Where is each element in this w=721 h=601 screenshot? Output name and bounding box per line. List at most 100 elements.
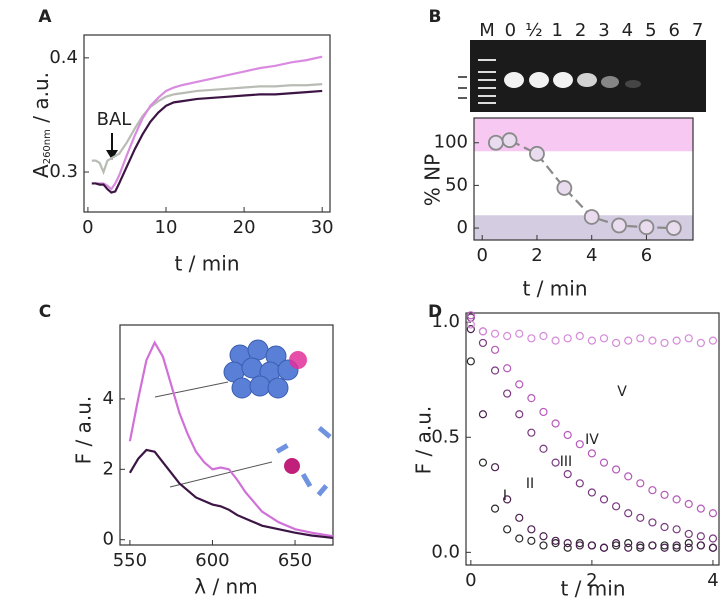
lane-label: 7 xyxy=(692,20,703,41)
lane-label: M xyxy=(479,20,495,41)
data-point xyxy=(684,539,693,548)
data-point xyxy=(672,525,681,534)
x-tick-label: 2 xyxy=(586,570,597,591)
data-line xyxy=(91,55,323,191)
x-tick-label: 30 xyxy=(311,217,334,238)
x-axis-label: t / min xyxy=(522,277,587,301)
data-point xyxy=(539,532,548,541)
data-point xyxy=(587,449,596,458)
data-point xyxy=(648,518,657,527)
data-point xyxy=(624,509,633,518)
y-axis-label: A260nm / a.u. xyxy=(29,72,54,178)
data-point xyxy=(599,334,609,343)
y-axis-label-sub: 260nm xyxy=(42,129,53,164)
data-point xyxy=(503,331,512,341)
x-tick-label: 650 xyxy=(278,550,312,571)
data-point xyxy=(684,529,693,539)
data-point xyxy=(478,410,488,419)
data-point xyxy=(708,534,718,543)
data-point xyxy=(551,539,560,548)
data-point xyxy=(672,543,681,552)
data-point xyxy=(539,407,548,417)
data-point xyxy=(636,543,645,552)
data-point xyxy=(648,486,657,495)
data-line xyxy=(128,340,334,538)
data-point xyxy=(672,495,681,504)
data-point xyxy=(575,331,584,341)
y-tick-label: 2 xyxy=(103,458,114,479)
y-tick-label: 50 xyxy=(445,174,468,195)
data-point xyxy=(708,509,718,518)
data-point xyxy=(575,541,584,550)
lane-label: ½ xyxy=(525,20,542,41)
data-point xyxy=(636,479,645,488)
data-point xyxy=(478,458,488,467)
panel-label: D xyxy=(428,302,442,322)
data-point xyxy=(660,490,669,499)
data-point xyxy=(575,479,584,488)
data-point xyxy=(672,541,681,550)
data-point xyxy=(624,539,633,548)
data-point xyxy=(636,334,645,343)
data-point xyxy=(551,536,560,545)
plot-frame xyxy=(473,117,694,241)
data-point xyxy=(556,180,573,196)
y-axis-label: F / a.u. xyxy=(72,396,96,465)
data-point xyxy=(599,543,609,552)
data-point xyxy=(551,336,560,345)
data-point xyxy=(708,336,718,345)
y-tick-label: 100 xyxy=(434,132,468,153)
x-axis-label: t / min xyxy=(560,577,625,601)
data-point xyxy=(665,220,682,236)
panel-label: C xyxy=(39,302,51,322)
x-axis-label: t / min xyxy=(174,252,239,276)
x-tick-label: 4 xyxy=(707,570,718,591)
x-axis-label: λ / nm xyxy=(194,575,257,599)
y-axis-label: % NP xyxy=(421,154,445,206)
data-point xyxy=(539,331,548,341)
data-point xyxy=(696,504,705,513)
data-point xyxy=(563,539,572,548)
lane-label: 5 xyxy=(645,20,656,41)
x-tick-label: 20 xyxy=(233,217,256,238)
data-point xyxy=(529,145,545,162)
data-point xyxy=(672,336,681,345)
data-point xyxy=(587,541,596,550)
y-axis-label: F / a.u. xyxy=(412,406,436,475)
data-point xyxy=(660,543,669,552)
series-label: II xyxy=(526,476,534,492)
annotation-arrow xyxy=(106,133,118,160)
data-point xyxy=(539,444,548,453)
data-point xyxy=(503,495,512,504)
data-point xyxy=(563,543,572,552)
data-point xyxy=(527,334,536,343)
data-point xyxy=(563,334,572,343)
data-point xyxy=(515,534,524,543)
x-tick-label: 6 xyxy=(641,245,652,266)
data-point xyxy=(660,541,669,550)
series-label: III xyxy=(560,454,572,470)
data-point xyxy=(612,539,621,548)
lane-label: 4 xyxy=(622,20,633,41)
data-point xyxy=(696,338,705,348)
data-line xyxy=(91,89,323,194)
data-point xyxy=(478,338,488,348)
data-point xyxy=(527,536,536,545)
data-point xyxy=(490,366,500,375)
data-point xyxy=(611,217,627,234)
lane-label: 3 xyxy=(598,20,609,41)
data-point xyxy=(551,419,560,428)
data-point xyxy=(466,357,475,366)
data-point xyxy=(478,327,488,336)
data-point xyxy=(648,336,657,345)
data-point xyxy=(466,325,475,334)
data-point xyxy=(515,513,524,522)
data-point xyxy=(527,428,536,437)
y-tick-label: 0.4 xyxy=(49,47,78,68)
data-point xyxy=(527,525,536,534)
y-tick-label: 1.0 xyxy=(431,311,460,332)
x-tick-label: 600 xyxy=(195,550,229,571)
x-tick-label: 0 xyxy=(465,570,476,591)
data-point xyxy=(490,504,500,513)
